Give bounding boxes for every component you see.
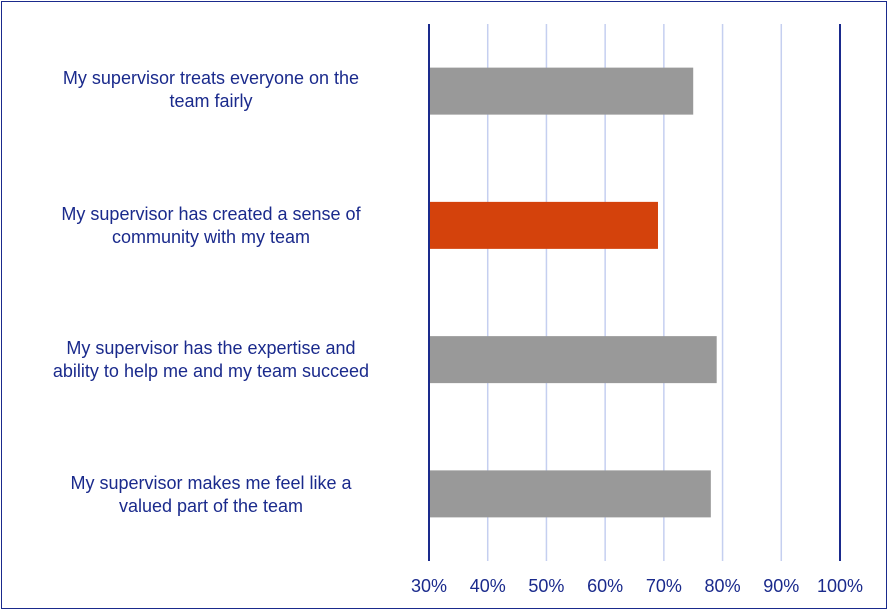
category-label: My supervisor makes me feel like a value… [70, 473, 352, 516]
x-tick-label: 80% [705, 576, 741, 596]
category-label: My supervisor has created a sense of com… [61, 204, 361, 247]
x-tick-label: 70% [646, 576, 682, 596]
x-tick-label: 60% [587, 576, 623, 596]
category-label: My supervisor has the expertise and abil… [52, 338, 370, 381]
x-tick-label: 90% [763, 576, 799, 596]
x-tick-label: 40% [470, 576, 506, 596]
bar [429, 336, 717, 384]
bar [429, 470, 711, 518]
bar [429, 201, 658, 249]
x-tick-label: 100% [817, 576, 863, 596]
category-label: My supervisor treats everyone on the tea… [62, 68, 360, 111]
x-tick-label: 30% [411, 576, 447, 596]
x-tick-label: 50% [528, 576, 564, 596]
bar [429, 67, 694, 115]
